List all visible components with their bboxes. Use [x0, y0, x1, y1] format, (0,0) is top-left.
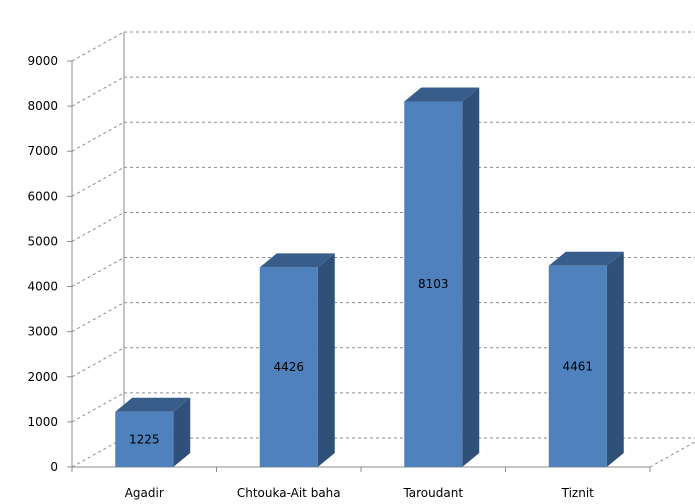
gridline-side — [71, 302, 125, 333]
bar-front — [259, 267, 318, 467]
bars: 1225 4426 8103 4461 — [115, 87, 624, 468]
gridline-side — [71, 392, 125, 423]
x-axis-categories: Agadir Chtouka-Ait baha Taroudant Tiznit — [125, 486, 594, 500]
bar-side — [606, 251, 624, 467]
category-label: Chtouka-Ait baha — [237, 486, 341, 500]
gridline-side — [71, 121, 125, 152]
gridline-side — [71, 347, 125, 378]
bar-front — [115, 411, 174, 467]
bar: 8103 — [404, 87, 480, 468]
y-tick-label: 7000 — [27, 144, 58, 158]
gridline-side — [71, 76, 125, 107]
bar-front — [404, 101, 463, 468]
category-label: Tiznit — [561, 486, 595, 500]
y-tick-label: 5000 — [27, 234, 58, 248]
y-tick-label: 3000 — [27, 325, 58, 339]
y-tick-label: 8000 — [27, 99, 58, 113]
data-label: 4461 — [562, 359, 593, 373]
y-axis-ticks: 0 1000 2000 3000 4000 5000 6000 7000 8000 9000 — [27, 54, 651, 474]
bar: 1225 — [115, 397, 191, 467]
bar-front — [548, 265, 607, 467]
data-label: 8103 — [418, 277, 449, 291]
y-tick-label: 2000 — [27, 370, 58, 384]
bar-top — [548, 251, 624, 266]
bar-top — [115, 397, 191, 412]
bar-side — [317, 253, 335, 467]
bar-side — [462, 87, 480, 468]
data-label: 4426 — [273, 360, 304, 374]
y-tick-label: 0 — [50, 460, 58, 474]
bar-top — [259, 253, 335, 268]
bar-top — [404, 87, 480, 102]
bar: 4461 — [548, 251, 624, 467]
category-label: Taroudant — [402, 486, 463, 500]
category-label: Agadir — [125, 486, 164, 500]
y-tick-label: 9000 — [27, 54, 58, 68]
y-tick-label: 1000 — [27, 415, 58, 429]
floor-right-edge — [649, 441, 695, 468]
gridline-side — [71, 212, 125, 242]
data-label: 1225 — [129, 432, 160, 446]
gridline-side — [71, 31, 125, 62]
bar-side — [173, 397, 191, 467]
y-tick-label: 4000 — [27, 280, 58, 294]
gridline-side — [71, 257, 125, 287]
gridline-side — [71, 166, 125, 197]
bar: 4426 — [259, 253, 335, 467]
y-tick-label: 6000 — [27, 189, 58, 203]
